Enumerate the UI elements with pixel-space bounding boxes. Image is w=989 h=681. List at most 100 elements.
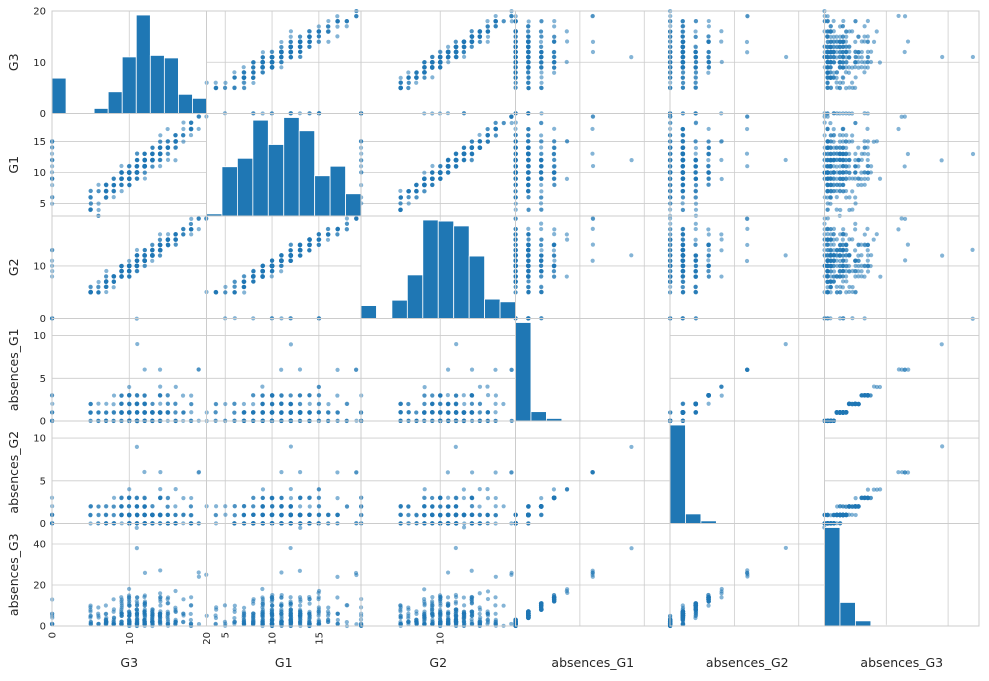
scatter-point: [104, 183, 108, 187]
scatter-point: [406, 70, 410, 74]
scatter-point: [565, 139, 569, 143]
scatter-point: [308, 402, 312, 406]
scatter-point: [706, 258, 710, 262]
scatter-point: [335, 232, 339, 236]
scatter-point: [552, 39, 556, 43]
scatter-point: [591, 14, 595, 18]
scatter-point: [446, 50, 450, 54]
scatter-point: [835, 274, 839, 278]
scatter-point: [526, 86, 530, 90]
scatter-point: [539, 285, 543, 289]
scatter-point: [539, 201, 543, 205]
scatter-point: [854, 75, 858, 79]
scatter-point: [326, 24, 330, 28]
scatter-point: [681, 269, 685, 273]
scatter-point: [694, 189, 698, 193]
scatter-point: [539, 81, 543, 85]
scatter-point: [232, 402, 236, 406]
scatter-point: [552, 24, 556, 28]
scatter-point: [317, 232, 321, 236]
scatter-point: [826, 269, 830, 273]
scatter-point: [706, 158, 710, 162]
scatter-point: [832, 39, 836, 43]
scatter-point: [841, 177, 845, 181]
scatter-point: [552, 243, 556, 247]
scatter-point: [289, 402, 293, 406]
scatter-point: [526, 171, 530, 175]
scatter-point: [719, 232, 723, 236]
scatter-point: [835, 177, 839, 181]
scatter-point: [166, 158, 170, 162]
scatter-point: [681, 30, 685, 34]
scatter-point: [835, 254, 839, 258]
scatter-point: [539, 19, 543, 23]
scatter-point: [841, 45, 845, 49]
scatter-point: [853, 259, 857, 263]
scatter-point: [707, 19, 711, 23]
scatter-point: [720, 177, 724, 181]
scatter-point: [289, 55, 293, 59]
scatter-point: [681, 275, 685, 279]
scatter-point: [104, 274, 108, 278]
scatter-point: [493, 121, 497, 125]
scatter-point: [565, 39, 569, 43]
scatter-point: [681, 177, 685, 181]
scatter-point: [526, 158, 530, 162]
scatter-point: [166, 140, 170, 144]
hist-bar-G1-5: [284, 118, 299, 216]
scatter-point: [693, 195, 697, 199]
scatter-point: [270, 410, 274, 414]
scatter-point: [693, 81, 697, 85]
scatter-point: [853, 19, 857, 23]
scatter-point: [707, 253, 711, 257]
scatter-point: [841, 238, 845, 242]
y-tick-label: 5: [40, 199, 46, 210]
scatter-point: [142, 402, 146, 406]
scatter-point: [841, 243, 845, 247]
scatter-point: [252, 60, 256, 64]
scatter-point: [707, 264, 711, 268]
scatter-point: [96, 402, 100, 406]
scatter-point: [423, 70, 427, 74]
scatter-point: [127, 274, 131, 278]
scatter-point: [270, 55, 274, 59]
scatter-point: [399, 195, 403, 199]
scatter-point: [317, 385, 321, 389]
y-tick-label: 15: [33, 137, 46, 148]
scatter-point: [841, 34, 845, 38]
scatter-point: [407, 195, 411, 199]
scatter-point: [317, 243, 321, 247]
scatter-point: [298, 367, 302, 371]
scatter-point: [335, 34, 339, 38]
scatter-point: [197, 217, 201, 221]
scatter-point: [526, 45, 530, 49]
scatter-point: [838, 232, 842, 236]
scatter-point: [828, 45, 832, 49]
scatter-point: [838, 189, 842, 193]
scatter-point: [158, 393, 162, 397]
scatter-point: [104, 290, 108, 294]
scatter-point: [214, 402, 218, 406]
scatter-point: [832, 243, 836, 247]
scatter-point: [526, 55, 530, 59]
scatter-point: [552, 227, 556, 231]
scatter-point: [681, 238, 685, 242]
scatter-point: [486, 35, 490, 39]
scatter-point: [422, 183, 426, 187]
scatter-point: [841, 75, 845, 79]
scatter-point: [510, 19, 514, 23]
scatter-point: [104, 269, 108, 273]
scatter-point: [539, 133, 543, 137]
scatter-point: [565, 274, 569, 278]
scatter-point: [863, 146, 867, 150]
scatter-point: [539, 264, 543, 268]
scatter-point: [158, 410, 162, 414]
hist-bar-G1-8: [330, 166, 345, 216]
scatter-point: [707, 66, 711, 70]
scatter-point: [119, 177, 123, 181]
scatter-point: [143, 171, 147, 175]
scatter-point: [446, 45, 450, 49]
scatter-point: [828, 202, 832, 206]
scatter-point: [539, 243, 543, 247]
scatter-point: [279, 264, 283, 268]
